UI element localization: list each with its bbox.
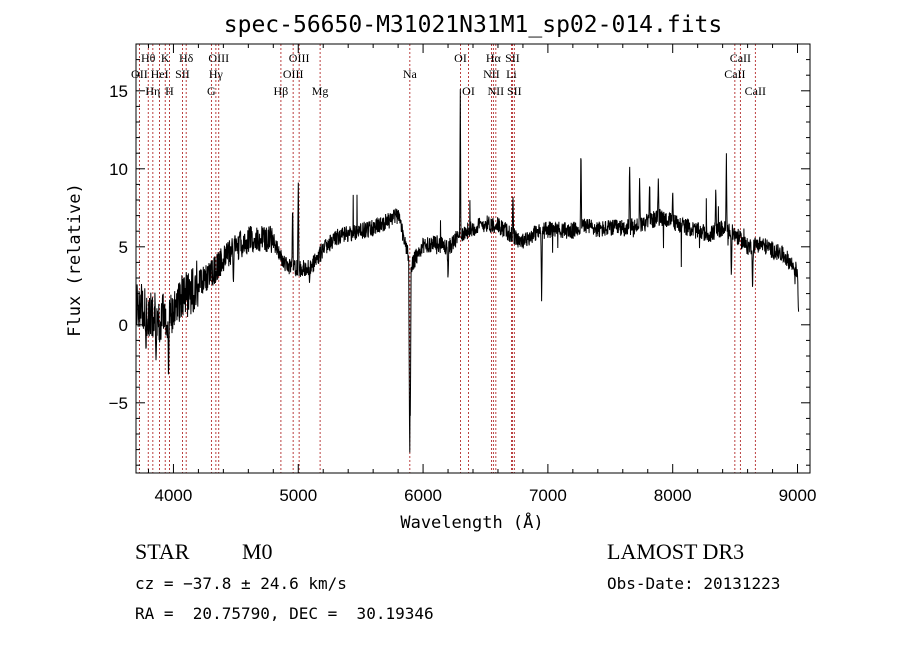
spectral-line-label: SII <box>175 67 190 81</box>
spectral-line-label: OI <box>454 51 467 65</box>
x-axis-ticks: 4000 5000 6000 7000 8000 9000 <box>147 44 817 505</box>
spectral-line-label: Hδ <box>179 51 194 65</box>
x-tick-label: 8000 <box>654 486 692 505</box>
plot-frame <box>135 43 811 474</box>
y-tick-label: 10 <box>109 160 128 179</box>
spectral-line-label: CaII <box>745 84 766 98</box>
object-class: STAR <box>135 539 190 564</box>
spectral-line-markers <box>138 44 756 473</box>
object-subclass: M0 <box>242 539 273 564</box>
spectral-line-label: OI <box>462 84 475 98</box>
spectral-line-label: Hη <box>145 84 160 98</box>
y-tick-label: 5 <box>119 238 128 257</box>
spectral-line-label: NII <box>483 67 500 81</box>
spectral-line-labels: OIIHθHηHeIKHSIIHδGHγOIIIHβOIIIOIIIMgNaOI… <box>131 51 766 98</box>
x-tick-label: 4000 <box>155 486 193 505</box>
spectral-line-label: OIII <box>208 51 229 65</box>
spectral-line-label: K <box>161 51 170 65</box>
spectral-line-label: Hβ <box>274 84 289 98</box>
y-axis-ticks: −5 0 5 10 15 <box>109 59 810 466</box>
spectral-line-label: OII <box>131 67 148 81</box>
spectral-line-label: Na <box>403 67 418 81</box>
y-axis-label: Flux (relative) <box>65 183 85 337</box>
spectral-line-label: HeI <box>151 67 169 81</box>
spectral-line-label: Hγ <box>209 67 224 81</box>
coordinates-readout: RA = 20.75790, DEC = 30.19346 <box>135 604 434 623</box>
spectrum-line <box>135 89 800 453</box>
spectral-line-label: H <box>165 84 174 98</box>
x-tick-label: 9000 <box>779 486 817 505</box>
y-tick-label: 0 <box>119 316 128 335</box>
spectral-line-label: CaII <box>730 51 751 65</box>
spectral-line-label: SII <box>505 51 520 65</box>
survey-name: LAMOST DR3 <box>607 539 745 564</box>
y-tick-label: −5 <box>109 394 128 413</box>
spectral-line-label: Hα <box>486 51 502 65</box>
observation-date: Obs-Date: 20131223 <box>607 574 781 593</box>
y-tick-label: 15 <box>109 82 128 101</box>
spectral-line-label: SII <box>507 84 522 98</box>
chart-title: spec-56650-M31021N31M1_sp02-014.fits <box>224 12 723 38</box>
x-axis-label: Wavelength (Å) <box>400 511 543 533</box>
spectral-line-label: OIII <box>289 51 310 65</box>
redshift-readout: cz = −37.8 ± 24.6 km/s <box>135 574 347 593</box>
x-tick-label: 7000 <box>529 486 567 505</box>
x-tick-label: 5000 <box>279 486 317 505</box>
spectral-line-label: NII <box>488 84 505 98</box>
spectral-line-label: G <box>207 84 216 98</box>
spectral-line-label: CaII <box>724 67 745 81</box>
spectral-line-label: Mg <box>312 84 329 98</box>
spectral-line-label: OIII <box>283 67 304 81</box>
x-tick-label: 6000 <box>404 486 442 505</box>
spectral-line-label: Li <box>506 67 517 81</box>
spectral-line-label: Hθ <box>141 51 156 65</box>
